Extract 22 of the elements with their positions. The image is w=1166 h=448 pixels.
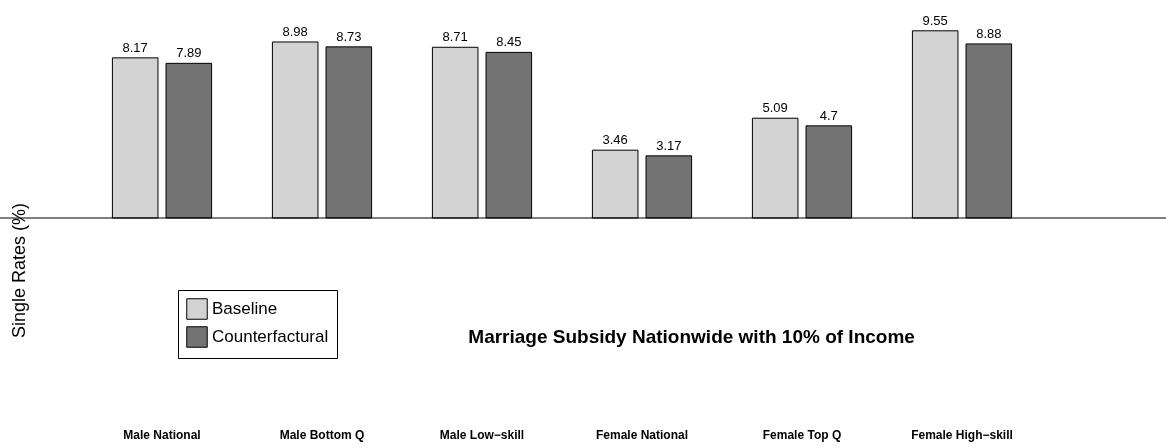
legend-label: Counterfactural <box>212 327 329 346</box>
data-label: 8.17 <box>122 39 148 55</box>
x-tick-label: Female National <box>595 427 689 442</box>
legend-label: Baseline <box>212 299 278 318</box>
x-tick-label: Male Bottom Q <box>279 427 365 442</box>
data-label: 4.7 <box>819 107 838 123</box>
data-label: 7.89 <box>176 45 202 61</box>
y-axis-title: Single Rates (%) <box>8 202 29 339</box>
x-tick-label: Female High−skill <box>911 427 1013 442</box>
data-label: 5.09 <box>762 100 788 116</box>
data-label: 8.71 <box>442 29 468 45</box>
x-tick-label: Male National <box>123 427 201 442</box>
text: Marriage Subsidy Nationwide with 10% of Income <box>468 325 915 347</box>
data-label: 8.88 <box>976 25 1002 41</box>
data-label: 3.17 <box>656 137 682 153</box>
data-label: 8.73 <box>336 28 362 44</box>
data-label: 3.46 <box>602 132 628 148</box>
data-label: 9.55 <box>922 12 948 28</box>
data-label: 8.45 <box>496 34 522 50</box>
data-label: 8.98 <box>282 23 308 39</box>
x-tick-label: Male Low−skill <box>439 427 525 442</box>
x-tick-label: Female Top Q <box>762 427 842 442</box>
